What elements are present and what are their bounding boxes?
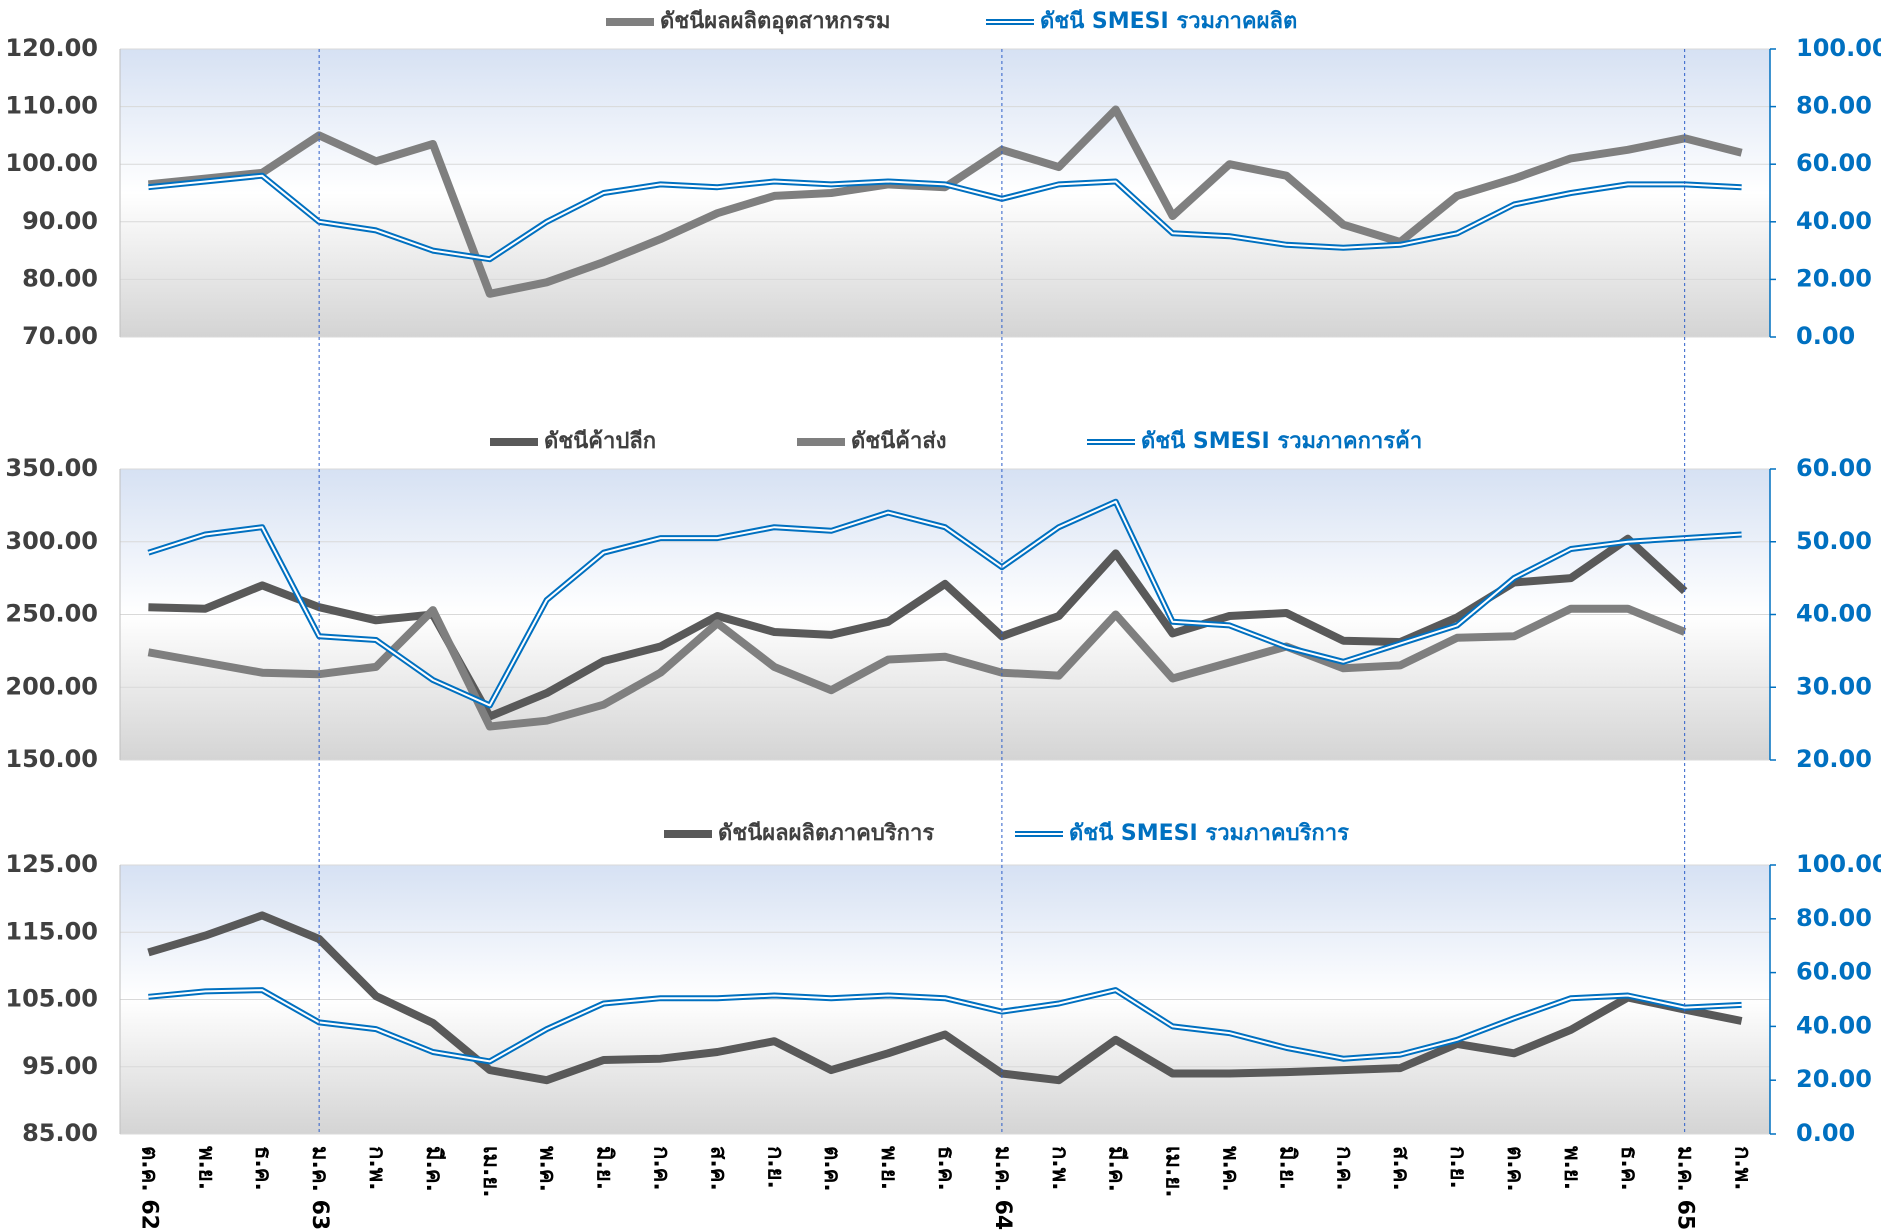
y-tick-label: 80.00 [22,264,98,292]
x-tick-label: ส.ค. [705,1146,730,1191]
x-tick-label: พ.ย. [876,1146,901,1190]
y2-tick-label: 0.00 [1796,322,1855,350]
legend-label: ดัชนี SMESI รวมภาคการค้า [1141,429,1422,454]
y-tick-label: 300.00 [5,527,98,555]
series-line [147,604,1687,731]
series-line-inner [148,989,1742,1063]
series-line-inner [148,174,1742,261]
y2-tick-label: 60.00 [1796,149,1872,177]
x-tick-label: ก.พ. [1730,1146,1755,1191]
y2-tick-label: 20.00 [1796,264,1872,292]
y2-tick-label: 40.00 [1796,1011,1872,1039]
y2-tick-label: 100.00 [1796,34,1881,62]
y-tick-label: 100.00 [5,149,98,177]
x-tick-label: ต.ค. [819,1146,844,1192]
y2-tick-label: 80.00 [1796,904,1872,932]
x-tick-label: ก.ย. [1445,1146,1470,1189]
x-tick-label: ธ.ค. [1616,1146,1641,1191]
x-tick-label: ต.ค. 62 [136,1146,161,1230]
y-tick-label: 200.00 [5,672,98,700]
x-tick-label: ก.ค. [1331,1146,1356,1191]
y2-tick-label: 100.00 [1796,850,1881,878]
y2-tick-label: 20.00 [1796,1065,1872,1093]
y2-tick-label: 80.00 [1796,92,1872,120]
y-tick-label: 95.00 [22,1052,98,1080]
y2-tick-label: 0.00 [1796,1119,1855,1147]
x-tick-label: ก.พ. [364,1146,389,1191]
y2-tick-label: 60.00 [1796,454,1872,482]
x-tick-label: พ.ย. [1559,1146,1584,1190]
series-line [147,911,1743,1085]
legend-label: ดัชนีค้าปลีก [544,429,656,454]
y-tick-label: 90.00 [22,207,98,235]
x-tick-label: พ.ค. [1217,1146,1242,1192]
y2-tick-label: 50.00 [1796,527,1872,555]
series-line-inner [148,500,1742,707]
x-tick-label: ม.ค. 64 [990,1146,1015,1230]
x-tick-label: ก.พ. [1047,1146,1072,1191]
y2-tick-label: 40.00 [1796,600,1872,628]
x-tick-label: ธ.ค. [933,1146,958,1191]
x-tick-label: ก.ค. [649,1146,674,1191]
y-tick-label: 105.00 [5,985,98,1013]
x-tick-label: มิ.ย. [1274,1146,1299,1190]
plot-background [120,49,1770,337]
y-tick-label: 120.00 [5,34,98,62]
y2-tick-label: 40.00 [1796,207,1872,235]
y-tick-label: 125.00 [5,850,98,878]
legend-label: ดัชนี SMESI รวมภาคบริการ [1069,821,1349,846]
y2-tick-label: 20.00 [1796,745,1872,773]
legend-label: ดัชนีค้าส่ง [851,429,947,454]
x-tick-label: พ.ค. [535,1146,560,1192]
x-tick-label: ส.ค. [1388,1146,1413,1191]
x-tick-label: เม.ย. [1161,1146,1186,1198]
y-tick-label: 115.00 [5,917,98,945]
y2-tick-label: 60.00 [1796,958,1872,986]
x-tick-label: ธ.ค. [250,1146,275,1191]
x-tick-label: ต.ค. [1502,1146,1527,1192]
x-tick-label: มี.ค. [1104,1146,1129,1192]
legend-label: ดัชนีผลผลิตอุตสาหกรรม [660,9,891,35]
x-tick-label: มี.ค. [421,1146,446,1192]
legend-label: ดัชนี SMESI รวมภาคผลิต [1040,9,1297,34]
x-tick-label: มิ.ย. [592,1146,617,1190]
legend-label: ดัชนีผลผลิตภาคบริการ [718,821,934,846]
y-tick-label: 150.00 [5,745,98,773]
y-tick-label: 85.00 [22,1119,98,1147]
y-tick-label: 350.00 [5,454,98,482]
x-tick-label: ก.ย. [762,1146,787,1189]
x-tick-label: เม.ย. [478,1146,503,1198]
series-line [148,534,1688,721]
x-tick-label: ม.ค. 65 [1673,1146,1698,1230]
y-tick-label: 70.00 [22,322,98,350]
x-tick-label: ม.ค. 63 [307,1146,332,1230]
y-tick-label: 110.00 [5,92,98,120]
y-tick-label: 250.00 [5,600,98,628]
y2-tick-label: 30.00 [1796,672,1872,700]
x-tick-label: พ.ย. [193,1146,218,1190]
